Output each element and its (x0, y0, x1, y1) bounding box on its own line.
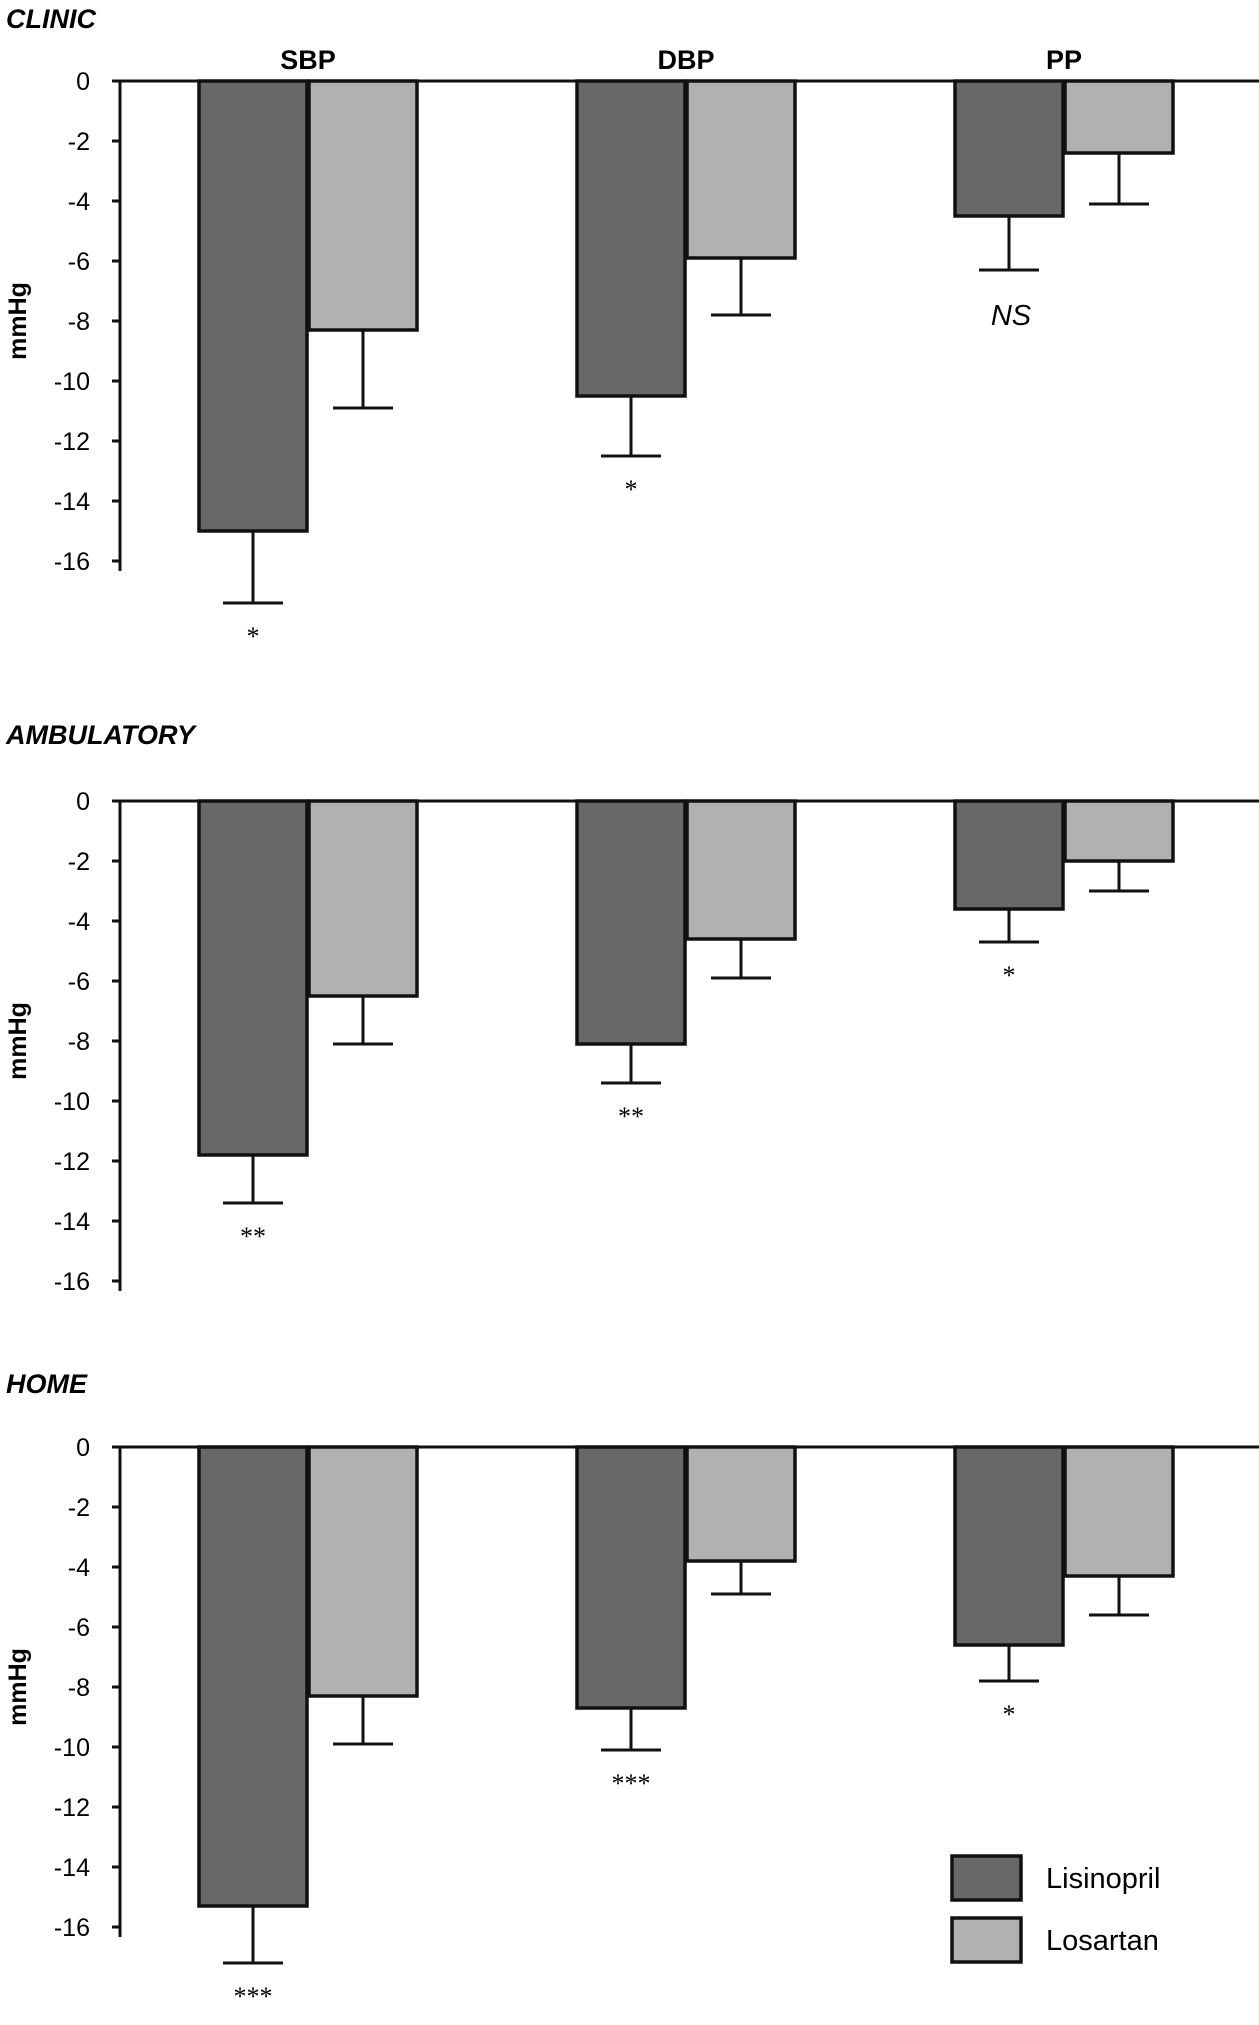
y-tick-label: -16 (54, 1268, 90, 1296)
y-tick-label: -10 (54, 1088, 90, 1116)
bar-losartan-dbp (687, 801, 795, 939)
y-tick-label: -8 (68, 308, 90, 336)
bar-lisinopril-dbp (577, 1447, 685, 1708)
y-tick-label: -6 (68, 248, 90, 276)
legend-swatch-lisinopril (952, 1856, 1021, 1900)
panel-title: AMBULATORY (5, 720, 198, 750)
bar-lisinopril-dbp (577, 801, 685, 1044)
y-tick-label: -2 (68, 128, 90, 156)
panel-title: HOME (6, 1369, 88, 1399)
y-tick-label: -12 (54, 1148, 90, 1176)
y-tick-label: -12 (54, 1794, 90, 1822)
bar-losartan-sbp (309, 1447, 417, 1696)
bar-losartan-dbp (687, 81, 795, 258)
y-tick-label: -8 (68, 1674, 90, 1702)
y-axis-label: mmHg (4, 282, 32, 360)
y-axis-label: mmHg (4, 1648, 32, 1726)
bar-losartan-sbp (309, 801, 417, 996)
y-tick-label: 0 (76, 788, 90, 816)
significance-marker: * (1003, 961, 1016, 990)
category-label-sbp: SBP (280, 45, 336, 75)
bar-losartan-sbp (309, 81, 417, 330)
y-axis-label: mmHg (4, 1002, 32, 1080)
legend-label-lisinopril: Lisinopril (1046, 1863, 1160, 1895)
y-tick-label: -2 (68, 848, 90, 876)
panel-title: CLINIC (6, 4, 96, 34)
y-tick-label: -6 (68, 1614, 90, 1642)
y-tick-label: -14 (54, 1208, 90, 1236)
y-tick-label: 0 (76, 1434, 90, 1462)
y-tick-label: -10 (54, 368, 90, 396)
y-tick-label: -10 (54, 1734, 90, 1762)
y-tick-label: -16 (54, 548, 90, 576)
panel-clinic: CLINIC mmHg 0 -2 -4 -6 -8 -10 -12 -14 -16 SBP DBP PP *… (4, 4, 1259, 651)
bar-losartan-pp (1065, 801, 1173, 861)
legend: Lisinopril Losartan (952, 1856, 1160, 1962)
y-tick-label: -12 (54, 428, 90, 456)
legend-swatch-losartan (952, 1918, 1021, 1962)
bar-lisinopril-pp (955, 81, 1063, 216)
significance-marker: *** (612, 1769, 651, 1798)
significance-marker: * (247, 622, 260, 651)
category-label-pp: PP (1046, 45, 1082, 75)
bar-losartan-pp (1065, 81, 1173, 153)
significance-marker: ** (240, 1222, 266, 1251)
bar-lisinopril-pp (955, 1447, 1063, 1645)
y-tick-label: -6 (68, 968, 90, 996)
significance-marker: NS (991, 300, 1032, 332)
y-tick-label: -8 (68, 1028, 90, 1056)
y-tick-label: 0 (76, 68, 90, 96)
bar-lisinopril-sbp (199, 81, 307, 531)
significance-marker: ** (618, 1102, 644, 1131)
y-tick-label: -4 (68, 908, 90, 936)
y-tick-label: -4 (68, 188, 90, 216)
bar-lisinopril-pp (955, 801, 1063, 909)
y-tick-label: -2 (68, 1494, 90, 1522)
bar-losartan-dbp (687, 1447, 795, 1561)
significance-marker: * (1003, 1700, 1016, 1729)
bp-reduction-chart: CLINIC mmHg 0 -2 -4 -6 -8 -10 -12 -14 -16 SBP DBP PP *… (0, 0, 1259, 2025)
category-label-dbp: DBP (657, 45, 714, 75)
legend-label-losartan: Losartan (1046, 1925, 1159, 1957)
y-tick-label: -4 (68, 1554, 90, 1582)
y-tick-label: -14 (54, 488, 90, 516)
bar-losartan-pp (1065, 1447, 1173, 1576)
y-tick-label: -14 (54, 1854, 90, 1882)
bar-lisinopril-dbp (577, 81, 685, 396)
bar-lisinopril-sbp (199, 1447, 307, 1906)
y-tick-label: -16 (54, 1914, 90, 1942)
significance-marker: *** (234, 1982, 273, 2011)
bar-lisinopril-sbp (199, 801, 307, 1155)
significance-marker: * (625, 475, 638, 504)
